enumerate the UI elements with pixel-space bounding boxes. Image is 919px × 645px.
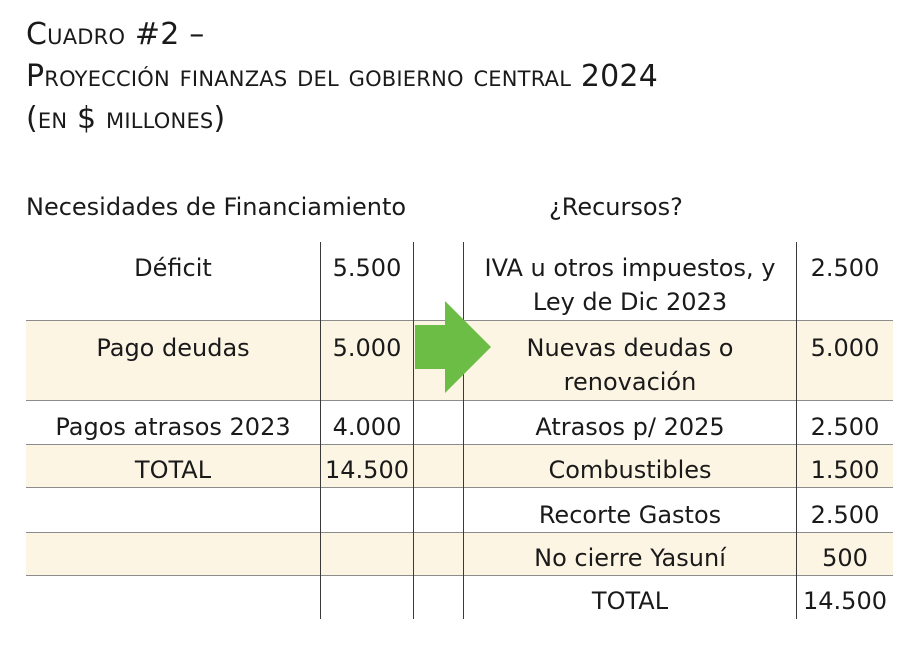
right-arrow-icon — [415, 301, 491, 393]
resource-value: 1.500 — [810, 456, 880, 484]
resource-value: 5.000 — [810, 334, 880, 362]
resource-value: 2.500 — [810, 254, 880, 282]
needs-label: Pagos atrasos 2023 — [55, 413, 291, 441]
resource-label-line: IVA u otros impuestos, y — [484, 254, 776, 282]
row-divider — [26, 444, 893, 445]
resource-label: IVA u otros impuestos, y Ley de Dic 2023 — [464, 251, 796, 319]
resource-label-line: Ley de Dic 2023 — [532, 288, 728, 316]
resource-label: Combustibles — [548, 456, 712, 484]
needs-label: TOTAL — [134, 456, 212, 484]
title-line-2: Proyección finanzas del gobierno central… — [26, 56, 658, 98]
column-divider — [796, 242, 797, 619]
needs-value: 5.500 — [332, 254, 402, 282]
needs-value: 14.500 — [325, 456, 409, 484]
column-divider — [413, 242, 414, 619]
resource-label: No cierre Yasuní — [534, 544, 726, 572]
needs-label: Pago deudas — [96, 334, 250, 362]
table-title: Cuadro #2 – Proyección finanzas del gobi… — [26, 14, 658, 140]
needs-label: Déficit — [134, 254, 212, 282]
title-line-1: Cuadro #2 – — [26, 17, 205, 52]
resource-value: 500 — [822, 544, 868, 572]
resources-heading: ¿Recursos? — [549, 193, 683, 221]
shaded-row-2 — [26, 444, 893, 487]
resource-value: 2.500 — [810, 413, 880, 441]
resource-label: Nuevas deudas o renovación — [464, 331, 796, 399]
row-divider — [26, 400, 893, 401]
title-line-3: (en $ millones) — [26, 101, 226, 136]
resource-label: Recorte Gastos — [538, 501, 722, 529]
resource-value: 14.500 — [803, 587, 887, 615]
column-divider — [463, 242, 464, 619]
needs-value: 5.000 — [332, 334, 402, 362]
row-divider — [26, 487, 893, 488]
resource-value: 2.500 — [810, 501, 880, 529]
needs-value: 4.000 — [332, 413, 402, 441]
row-divider — [26, 575, 893, 576]
resource-label: Atrasos p/ 2025 — [535, 413, 725, 441]
title-line-2-text: Proyección finanzas del gobierno central… — [26, 59, 658, 94]
resource-label: TOTAL — [591, 587, 669, 615]
row-divider — [26, 532, 893, 533]
shaded-row-3 — [26, 532, 893, 575]
resource-label-line: Nuevas deudas o — [526, 334, 734, 362]
resource-label-line: renovación — [563, 368, 697, 396]
needs-heading: Necesidades de Financiamiento — [26, 193, 407, 221]
column-divider — [320, 242, 321, 619]
